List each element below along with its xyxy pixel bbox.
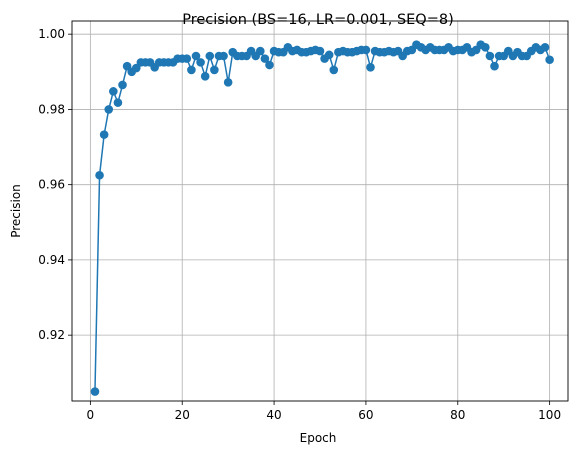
data-point bbox=[187, 65, 196, 75]
series-line bbox=[94, 43, 551, 392]
x-axis-label: Epoch bbox=[300, 431, 337, 445]
data-point bbox=[90, 387, 100, 396]
y-axis-label: Precision bbox=[9, 184, 23, 238]
x-axis: 0 20 40 60 80 100 bbox=[87, 401, 561, 422]
data-point bbox=[361, 45, 371, 55]
data-point bbox=[99, 130, 109, 139]
data-point bbox=[118, 80, 127, 90]
data-point bbox=[265, 60, 274, 70]
data-point bbox=[104, 105, 114, 114]
y-tick-label: 0.98 bbox=[38, 102, 65, 116]
y-tick-label: 0.92 bbox=[38, 328, 65, 342]
y-tick-label: 1.00 bbox=[38, 27, 65, 41]
data-point bbox=[191, 51, 201, 61]
data-point bbox=[366, 62, 375, 72]
data-point bbox=[545, 55, 554, 65]
y-axis: 0.92 0.94 0.96 0.98 1.00 bbox=[38, 27, 72, 342]
x-tick-label: 40 bbox=[266, 408, 281, 422]
data-point bbox=[219, 51, 228, 61]
data-point bbox=[95, 170, 104, 180]
data-point bbox=[109, 87, 118, 96]
plot-frame bbox=[71, 20, 569, 402]
data-point bbox=[324, 50, 334, 60]
x-tick-label: 100 bbox=[538, 408, 561, 422]
y-tick-label: 0.96 bbox=[38, 178, 65, 192]
data-point bbox=[329, 65, 339, 75]
data-point bbox=[485, 51, 495, 61]
data-point bbox=[205, 51, 215, 61]
data-point bbox=[540, 43, 550, 52]
data-point bbox=[490, 61, 499, 71]
y-tick-label: 0.94 bbox=[38, 253, 65, 267]
data-point bbox=[196, 58, 205, 67]
x-tick-label: 20 bbox=[175, 408, 190, 422]
series-precision bbox=[90, 40, 554, 396]
data-point bbox=[113, 98, 123, 107]
data-point bbox=[315, 46, 325, 56]
data-point bbox=[255, 46, 265, 56]
x-tick-label: 60 bbox=[358, 408, 373, 422]
data-point bbox=[182, 54, 192, 63]
x-tick-label: 80 bbox=[450, 408, 465, 422]
grid-lines bbox=[72, 21, 568, 401]
data-point bbox=[210, 65, 219, 75]
data-point bbox=[200, 72, 210, 81]
data-point bbox=[223, 78, 233, 87]
data-point bbox=[260, 54, 270, 63]
chart-title: Precision (BS=16, LR=0.001, SEQ=8) bbox=[182, 12, 454, 28]
x-tick-label: 0 bbox=[87, 408, 95, 422]
data-point bbox=[481, 43, 490, 52]
